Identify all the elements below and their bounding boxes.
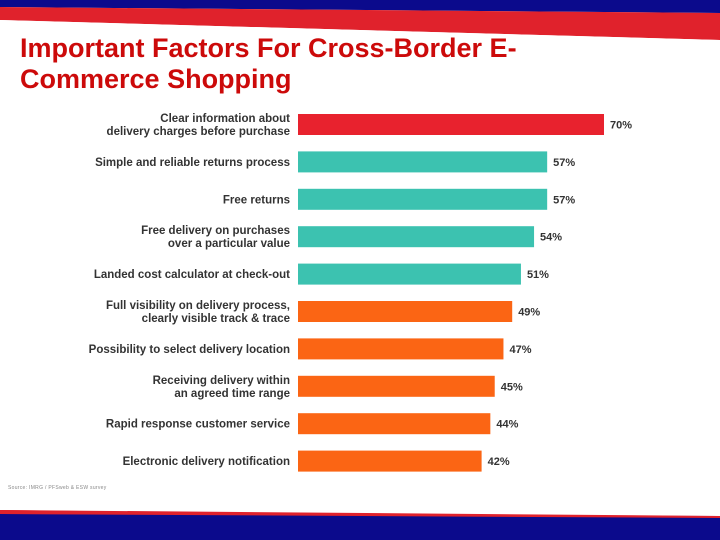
top-header-band [0, 0, 720, 45]
category-label-line: Possibility to select delivery location [89, 344, 290, 356]
bar-4 [298, 226, 535, 248]
category-label-line: Electronic delivery notification [123, 456, 290, 468]
category-label-line: delivery charges before purchase [107, 126, 290, 138]
category-label-line: Full visibility on delivery process, [106, 300, 290, 312]
category-label-line: Rapid response customer service [106, 419, 290, 431]
bar-8 [298, 375, 495, 397]
value-label-1: 70% [610, 120, 632, 132]
category-label-7: Possibility to select delivery location [89, 344, 290, 356]
bar-9 [298, 413, 491, 435]
source-note: Source: IMRG / PFSweb & ESW survey [8, 485, 107, 491]
category-label-line: Receiving delivery within [153, 375, 290, 387]
category-label-9: Rapid response customer service [106, 419, 290, 431]
category-label-line: Free delivery on purchases [141, 225, 290, 237]
bar-5 [298, 263, 521, 285]
value-label-9: 44% [496, 419, 518, 431]
bar-3 [298, 188, 548, 210]
top-band-red-stripe [0, 7, 720, 40]
value-label-4: 54% [540, 232, 562, 244]
category-label-line: over a particular value [168, 238, 290, 250]
value-label-5: 51% [527, 269, 549, 281]
category-label-2: Simple and reliable returns process [95, 157, 290, 169]
category-label-3: Free returns [223, 194, 290, 206]
bar-1 [298, 114, 604, 135]
bar-6 [298, 301, 513, 322]
category-label-line: Free returns [223, 194, 290, 206]
value-label-3: 57% [553, 194, 575, 206]
bottom-band-blue [0, 514, 720, 540]
category-label-line: clearly visible track & trace [142, 313, 290, 325]
bottom-band-red-edge [0, 510, 720, 518]
value-label-7: 47% [509, 344, 531, 356]
bottom-footer-band [0, 510, 720, 540]
category-label-1: Clear information about delivery charges … [107, 113, 291, 138]
bar-2 [298, 151, 548, 173]
category-label-5: Landed cost calculator at check-out [94, 269, 290, 281]
category-label-8: Receiving delivery within an agreed time … [153, 375, 290, 400]
category-label-line: Landed cost calculator at check-out [94, 269, 290, 281]
top-band-blue [0, 0, 720, 13]
slide-title: Important Factors For Cross-Border E-Com… [20, 33, 517, 94]
bar-7 [298, 338, 504, 360]
category-label-line: Simple and reliable returns process [95, 157, 290, 169]
top-band-white-fade [0, 20, 720, 45]
bar-chart: 70% Clear information about delivery charg… [89, 113, 632, 472]
value-label-8: 45% [501, 381, 523, 393]
category-label-4: Free delivery on purchases over a particu… [141, 225, 290, 250]
category-label-10: Electronic delivery notification [123, 456, 290, 468]
value-label-2: 57% [553, 157, 575, 169]
bar-10 [298, 450, 482, 472]
category-label-line: Clear information about [160, 113, 290, 125]
value-label-6: 49% [518, 307, 540, 319]
category-label-6: Full visibility on delivery process, clea… [106, 300, 290, 325]
value-label-10: 42% [488, 456, 510, 468]
category-label-line: an agreed time range [174, 388, 290, 400]
